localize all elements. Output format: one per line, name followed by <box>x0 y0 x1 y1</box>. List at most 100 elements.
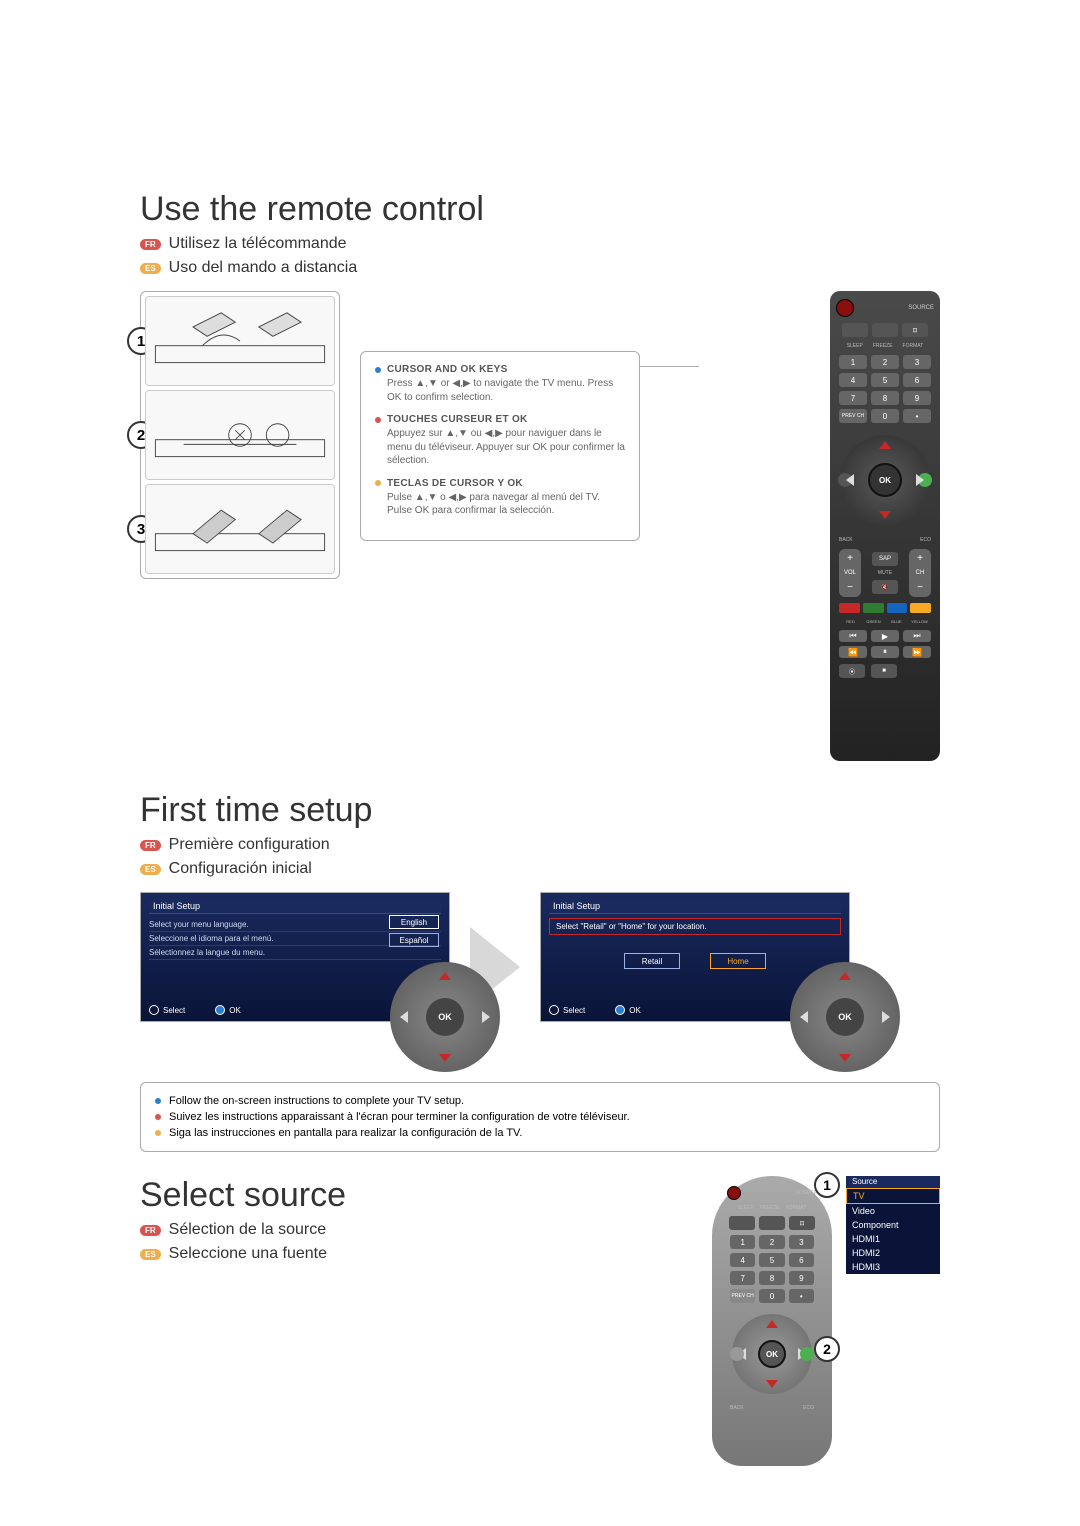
sk8[interactable]: 8 <box>759 1271 784 1285</box>
sk6[interactable]: 6 <box>789 1253 814 1267</box>
ch-rocker[interactable]: +CH− <box>909 549 931 597</box>
red-key[interactable] <box>839 603 860 613</box>
arrow-down[interactable] <box>879 511 891 519</box>
opt-english[interactable]: English <box>389 915 439 929</box>
m1-lf[interactable] <box>400 1011 408 1023</box>
key-2[interactable]: 2 <box>871 355 899 369</box>
diagram-cell-1 <box>145 296 335 386</box>
power-button[interactable] <box>836 299 854 317</box>
arrow-up[interactable] <box>879 441 891 449</box>
sk9[interactable]: 9 <box>789 1271 814 1285</box>
key-0[interactable]: 0 <box>871 409 899 423</box>
s-freeze[interactable] <box>759 1216 785 1230</box>
key-dot[interactable]: • <box>903 409 931 423</box>
arrow-right[interactable] <box>916 474 924 486</box>
key-8[interactable]: 8 <box>871 391 899 405</box>
m1-up[interactable] <box>439 972 451 980</box>
idot-fr <box>155 1114 161 1120</box>
title-source: Select source <box>140 1176 692 1215</box>
vol-rocker[interactable]: +VOL− <box>839 549 861 597</box>
sk1[interactable]: 1 <box>730 1235 755 1249</box>
t-rew[interactable]: ⏪ <box>839 646 867 658</box>
key-4[interactable]: 4 <box>839 373 867 387</box>
sk7[interactable]: 7 <box>730 1271 755 1285</box>
key-prevch[interactable]: PREV CH <box>839 409 867 423</box>
keypad: 1 2 3 4 5 6 7 8 9 PREV CH 0 • <box>839 355 931 423</box>
m2-lf[interactable] <box>800 1011 808 1023</box>
opt-retail[interactable]: Retail <box>624 953 680 969</box>
ok-button[interactable]: OK <box>868 463 902 497</box>
sk5[interactable]: 5 <box>759 1253 784 1267</box>
key-9[interactable]: 9 <box>903 391 931 405</box>
opt-espanol[interactable]: Español <box>389 933 439 947</box>
s-format[interactable]: ⊡ <box>789 1216 815 1230</box>
key-3[interactable]: 3 <box>903 355 931 369</box>
sk0[interactable]: 0 <box>759 1289 784 1303</box>
key-7[interactable]: 7 <box>839 391 867 405</box>
sk4[interactable]: 4 <box>730 1253 755 1267</box>
select-icon <box>149 1005 159 1015</box>
m1-dn[interactable] <box>439 1054 451 1062</box>
t-prev[interactable]: ⏮ <box>839 630 867 642</box>
mini-dpad-2: OK <box>790 962 900 1072</box>
sap-btn[interactable]: SAP <box>872 552 898 566</box>
s-dn[interactable] <box>766 1380 778 1388</box>
format-key[interactable]: ⊡ <box>902 323 928 337</box>
badge-es-3: ES <box>140 1249 161 1260</box>
key-1[interactable]: 1 <box>839 355 867 369</box>
small-ok[interactable]: OK <box>758 1340 786 1368</box>
blue-key[interactable] <box>887 603 908 613</box>
m2-dn[interactable] <box>839 1054 851 1062</box>
trans-fr: Utilisez la télécommande <box>169 235 347 253</box>
small-power[interactable] <box>727 1186 741 1200</box>
s-sleep[interactable] <box>729 1216 755 1230</box>
src-component[interactable]: Component <box>846 1218 940 1232</box>
s-back[interactable] <box>730 1347 744 1361</box>
src-hdmi2[interactable]: HDMI2 <box>846 1246 940 1260</box>
blue-lbl: BLUE <box>885 619 908 624</box>
mini-ok-1[interactable]: OK <box>426 998 464 1036</box>
sk2[interactable]: 2 <box>759 1235 784 1249</box>
s-up[interactable] <box>766 1320 778 1328</box>
t-pause[interactable]: ⏸ <box>871 646 899 658</box>
t-next[interactable]: ⏭ <box>903 630 931 642</box>
skd[interactable]: • <box>789 1289 814 1303</box>
ok-icon <box>215 1005 225 1015</box>
sleep-key[interactable] <box>842 323 868 337</box>
transport-row: ⏮ ▶ ⏭ ⏪ ⏸ ⏩ <box>839 630 931 658</box>
src-video[interactable]: Video <box>846 1204 940 1218</box>
m2-rt[interactable] <box>882 1011 890 1023</box>
m2-up[interactable] <box>839 972 851 980</box>
dot-en <box>375 367 381 373</box>
rec-key[interactable]: ⦿ <box>839 664 865 678</box>
color-keys <box>839 603 931 613</box>
select-icon-2 <box>549 1005 559 1015</box>
mute-btn[interactable]: 🔇 <box>872 580 898 594</box>
diagram-3: 3 <box>145 484 335 574</box>
mini-ok-2[interactable]: OK <box>826 998 864 1036</box>
green-key[interactable] <box>863 603 884 613</box>
trans-fr-2: Première configuration <box>169 836 330 854</box>
yellow-key[interactable] <box>910 603 931 613</box>
t-play[interactable]: ▶ <box>871 630 899 642</box>
sleep-lbl: SLEEP <box>847 343 863 349</box>
instr-en: Follow the on-screen instructions to com… <box>169 1095 464 1107</box>
src-hdmi3[interactable]: HDMI3 <box>846 1260 940 1274</box>
format-lbl: FORMAT <box>903 343 924 349</box>
yellow-lbl: YELLOW <box>908 619 931 624</box>
opt-home[interactable]: Home <box>710 953 766 969</box>
arrow-left[interactable] <box>846 474 854 486</box>
src-hdmi1[interactable]: HDMI1 <box>846 1232 940 1246</box>
t-ff[interactable]: ⏩ <box>903 646 931 658</box>
key-6[interactable]: 6 <box>903 373 931 387</box>
sk-prev[interactable]: PREV CH <box>730 1289 755 1303</box>
freeze-key[interactable] <box>872 323 898 337</box>
m1-rt[interactable] <box>482 1011 490 1023</box>
source-menu: Source TV Video Component HDMI1 HDMI2 HD… <box>846 1176 940 1274</box>
lead-line <box>639 366 699 367</box>
sk3[interactable]: 3 <box>789 1235 814 1249</box>
s-eco[interactable] <box>800 1347 814 1361</box>
stop-key[interactable]: ■ <box>871 664 897 678</box>
src-tv[interactable]: TV <box>846 1188 940 1204</box>
key-5[interactable]: 5 <box>871 373 899 387</box>
